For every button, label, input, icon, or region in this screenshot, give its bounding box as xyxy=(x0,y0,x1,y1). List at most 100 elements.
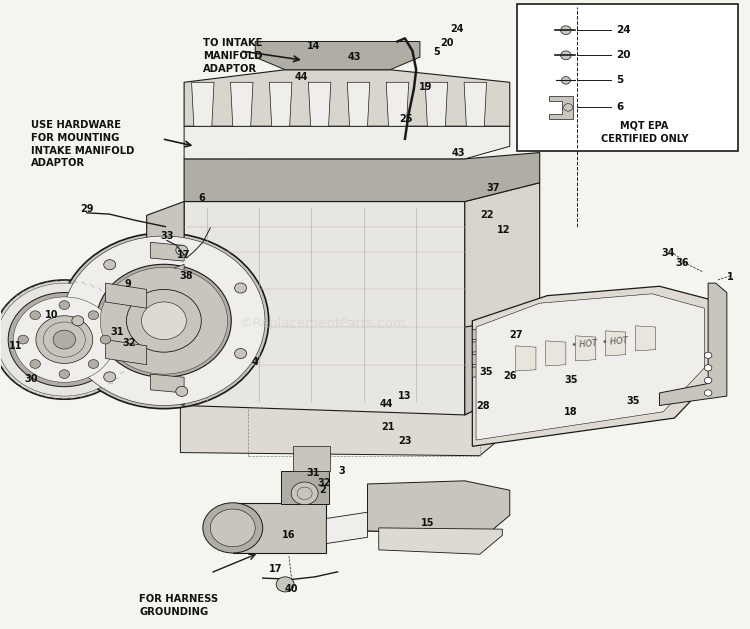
Bar xyxy=(518,4,738,152)
Text: 34: 34 xyxy=(662,248,675,258)
Circle shape xyxy=(30,311,40,320)
Polygon shape xyxy=(576,336,596,361)
Circle shape xyxy=(127,289,201,352)
Text: 37: 37 xyxy=(487,182,500,192)
Text: TO INTAKE
MANIFOLD
ADAPTOR: TO INTAKE MANIFOLD ADAPTOR xyxy=(202,38,262,74)
Circle shape xyxy=(176,245,188,255)
Text: 18: 18 xyxy=(564,407,578,417)
Text: 30: 30 xyxy=(24,374,38,384)
Polygon shape xyxy=(465,182,540,415)
Polygon shape xyxy=(472,348,540,365)
Polygon shape xyxy=(476,294,704,440)
Circle shape xyxy=(53,330,76,349)
Text: 22: 22 xyxy=(481,210,494,220)
Polygon shape xyxy=(326,512,368,543)
Circle shape xyxy=(104,372,116,382)
Polygon shape xyxy=(659,283,727,406)
Circle shape xyxy=(13,297,116,382)
Polygon shape xyxy=(292,447,330,471)
Text: 24: 24 xyxy=(616,25,631,35)
Circle shape xyxy=(210,509,255,547)
Text: 43: 43 xyxy=(347,52,361,62)
Polygon shape xyxy=(386,82,409,126)
Polygon shape xyxy=(546,341,566,366)
Text: FOR HARNESS
GROUNDING: FOR HARNESS GROUNDING xyxy=(140,594,218,616)
Polygon shape xyxy=(230,82,253,126)
Text: 14: 14 xyxy=(307,41,320,51)
Circle shape xyxy=(561,51,572,60)
Polygon shape xyxy=(472,323,540,340)
Text: 27: 27 xyxy=(509,330,523,340)
Circle shape xyxy=(100,335,111,344)
Text: 12: 12 xyxy=(497,225,511,235)
Circle shape xyxy=(176,386,188,396)
Text: 43: 43 xyxy=(452,148,466,158)
Text: 26: 26 xyxy=(503,371,517,381)
Circle shape xyxy=(36,316,93,364)
Text: 33: 33 xyxy=(160,231,174,241)
Text: 16: 16 xyxy=(282,530,296,540)
Text: • HOT  • HOT: • HOT • HOT xyxy=(571,336,628,350)
Polygon shape xyxy=(425,82,448,126)
Text: 35: 35 xyxy=(479,367,493,377)
Polygon shape xyxy=(147,201,184,406)
Polygon shape xyxy=(347,82,370,126)
Text: 40: 40 xyxy=(284,584,298,594)
Text: 25: 25 xyxy=(400,114,413,124)
Text: 13: 13 xyxy=(398,391,412,401)
Circle shape xyxy=(564,104,573,111)
Polygon shape xyxy=(184,153,540,201)
Text: 29: 29 xyxy=(80,204,94,214)
Polygon shape xyxy=(106,283,147,308)
Polygon shape xyxy=(472,361,540,377)
Text: 35: 35 xyxy=(565,376,578,386)
Circle shape xyxy=(0,283,132,396)
Text: 31: 31 xyxy=(307,467,320,477)
Polygon shape xyxy=(472,286,719,447)
Polygon shape xyxy=(465,314,540,415)
Circle shape xyxy=(63,236,265,406)
Text: 35: 35 xyxy=(626,396,640,406)
Text: 31: 31 xyxy=(110,327,124,337)
Circle shape xyxy=(297,487,312,499)
Circle shape xyxy=(59,370,70,379)
Circle shape xyxy=(276,577,294,592)
Circle shape xyxy=(704,390,712,396)
Circle shape xyxy=(100,267,227,374)
Text: 11: 11 xyxy=(9,341,22,351)
Circle shape xyxy=(44,322,86,357)
Polygon shape xyxy=(308,82,331,126)
Polygon shape xyxy=(232,503,326,553)
Polygon shape xyxy=(184,201,465,415)
Text: 5: 5 xyxy=(616,75,623,86)
Circle shape xyxy=(104,260,116,270)
Circle shape xyxy=(59,233,268,409)
Circle shape xyxy=(72,316,84,326)
Text: 44: 44 xyxy=(380,399,393,409)
Text: 36: 36 xyxy=(675,258,688,268)
Circle shape xyxy=(704,365,712,371)
Text: 21: 21 xyxy=(382,423,395,433)
Polygon shape xyxy=(184,126,510,159)
Polygon shape xyxy=(147,289,184,337)
Circle shape xyxy=(704,352,712,359)
Text: 17: 17 xyxy=(269,564,283,574)
Circle shape xyxy=(0,280,136,399)
Text: 15: 15 xyxy=(421,518,434,528)
Text: 20: 20 xyxy=(440,38,454,48)
Text: 6: 6 xyxy=(616,103,623,113)
Text: 19: 19 xyxy=(419,82,433,92)
Circle shape xyxy=(235,283,247,293)
Circle shape xyxy=(142,302,186,340)
Text: 32: 32 xyxy=(317,477,331,487)
Polygon shape xyxy=(151,242,184,261)
Text: 6: 6 xyxy=(198,193,205,203)
Polygon shape xyxy=(191,82,214,126)
Circle shape xyxy=(97,264,231,377)
Text: 38: 38 xyxy=(179,270,194,281)
Text: 17: 17 xyxy=(177,250,190,260)
Circle shape xyxy=(30,360,40,369)
Text: 32: 32 xyxy=(123,338,136,348)
Text: 24: 24 xyxy=(451,24,464,34)
Polygon shape xyxy=(184,70,510,126)
